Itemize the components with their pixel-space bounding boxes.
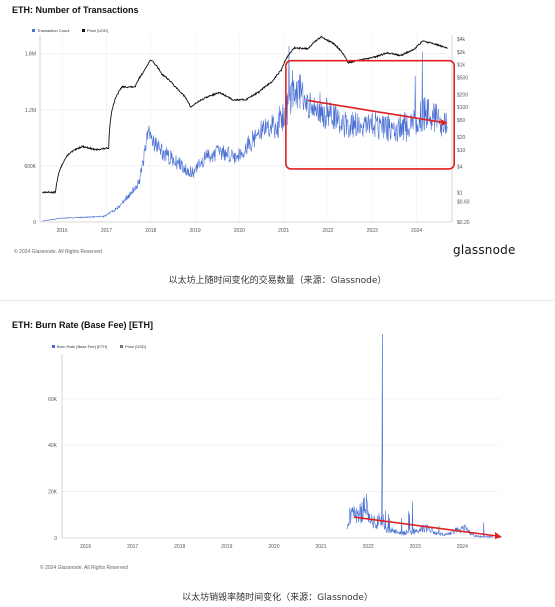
legend-swatch [32,29,35,32]
y-tick-label: 1.8M [25,52,36,58]
y2-tick-label: $50 [457,118,466,124]
trend-arrowhead [495,532,502,539]
x-tick-label: 2021 [278,228,289,234]
trend-arrow [353,516,498,537]
burn-rate-chart: 0 20K 40K 60K 2016 2017 2018 2019 2020 2021 2022 20… [48,334,502,550]
x-tick-label: 2016 [80,544,91,550]
transactions-chart-panel: ETH: Number of Transactions 0 600K 1.2M 1.8… [0,0,555,260]
copyright: © 2024 Glassnode. All Rights Reserved [40,565,128,571]
legend-label: Price [USD] [125,344,146,349]
y2-tick-label: $4 [457,165,463,171]
y-tick-label: 20K [48,490,58,496]
y2-tick-label: $4k [457,37,466,43]
y-tick-label: 40K [48,443,58,449]
copyright: © 2024 Glassnode. All Rights Reserved [14,249,102,255]
y2-tick-label: $100 [457,105,468,111]
y2-tick-label: $1 [457,190,463,196]
y2-tick-label: $0.20 [457,220,470,226]
x-tick-label: 2020 [234,228,245,234]
x-tick-label: 2024 [457,544,468,550]
trend-arrowhead [440,118,448,126]
x-tick-label: 2016 [57,228,68,234]
y2-tick-label: $0.60 [457,200,470,206]
x-tick-label: 2023 [367,228,378,234]
legend-swatch [120,345,123,348]
transactions-chart: 0 600K 1.2M 1.8M 2016 2017 2018 2019 2020 2021 202… [24,28,470,234]
transactions-series [42,45,448,222]
legend-label: Price [USD] [87,28,108,33]
x-tick-label: 2018 [145,228,156,234]
x-tick-label: 2017 [101,228,112,234]
legend-swatch [82,29,85,32]
chart-title: ETH: Burn Rate (Base Fee) [ETH] [12,320,154,330]
x-tick-label: 2018 [174,544,185,550]
brand-logo: glassnode [453,243,516,257]
highlight-box [285,59,456,170]
x-tick-label: 2021 [315,544,326,550]
y2-tick-label: $1k [457,63,466,69]
legend: Transaction Count Price [USD] [32,28,108,33]
burn-rate-chart-panel: ETH: Burn Rate (Base Fee) [ETH] 0 20K 40K 6… [0,312,555,580]
trend-arrow [307,99,444,124]
y-tick-label: 0 [54,536,57,542]
y2-tick-label: $2k [457,50,466,56]
y-tick-label: 1.2M [25,108,36,114]
x-tick-label: 2019 [189,228,200,234]
x-tick-label: 2017 [127,544,138,550]
x-tick-label: 2024 [411,228,422,234]
x-tick-label: 2023 [410,544,421,550]
y-tick-label: 0 [33,220,36,226]
x-tick-label: 2019 [221,544,232,550]
y2-tick-label: $500 [457,76,468,82]
legend: Burn Rate (Base Fee) [ETH] Price [USD] [52,344,146,349]
y2-tick-label: $20 [457,135,466,141]
y-tick-label: 600K [24,164,36,170]
figure-caption: 以太坊销毁率随时间变化（来源：Glassnode） [182,593,373,603]
chart-title: ETH: Number of Transactions [12,5,139,15]
y2-tick-label: $200 [457,92,468,98]
y2-tick-label: $10 [457,148,466,154]
burn-rate-series [346,334,493,539]
legend-swatch [52,345,55,348]
price-series [41,35,448,195]
legend-label: Transaction Count [37,28,70,33]
legend-label: Burn Rate (Base Fee) [ETH] [57,344,107,349]
x-tick-label: 2022 [322,228,333,234]
divider [0,300,555,301]
x-tick-label: 2020 [268,544,279,550]
y-tick-label: 60K [48,397,58,403]
figure-caption: 以太坊上随时间变化的交易数量（来源：Glassnode） [168,276,387,286]
x-tick-label: 2022 [363,544,374,550]
